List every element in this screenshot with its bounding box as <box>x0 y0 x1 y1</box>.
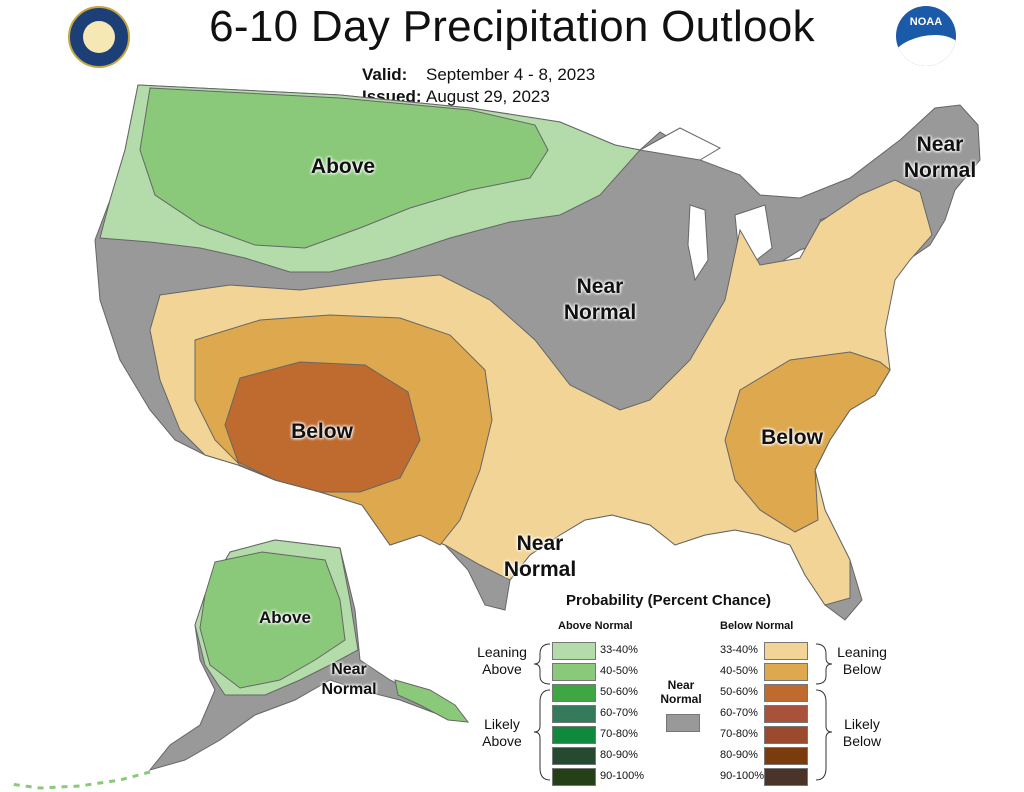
legend-below-swatch <box>764 705 808 723</box>
above-40-50-region <box>139 87 549 249</box>
legend-below-bracket-icon <box>815 643 833 781</box>
legend-below-swatch <box>764 642 808 660</box>
date-block: Valid: September 4 - 8, 2023 Issued: Augus… <box>362 64 595 108</box>
legend-below-range-label: 70-80% <box>720 728 758 740</box>
valid-label: Valid: <box>362 65 408 84</box>
legend-above-swatch <box>552 684 596 702</box>
noaa-logo-icon: NOAA <box>896 6 956 66</box>
legend-below-swatch <box>764 663 808 681</box>
below-50-60-southwest-region <box>224 361 421 493</box>
label-midwest-near-normal: Near Normal <box>563 275 637 324</box>
legend-below-range-label: 33-40% <box>720 644 758 656</box>
legend-title: Probability (Percent Chance) <box>566 592 772 609</box>
legend-below-range-label: 60-70% <box>720 707 758 719</box>
legend-above-range-label: 50-60% <box>600 686 638 698</box>
legend-above-range-label: 33-40% <box>600 644 638 656</box>
valid-dates: September 4 - 8, 2023 <box>426 65 596 84</box>
legend-near-normal-label: Near Normal <box>660 678 702 706</box>
legend-below-range-label: 80-90% <box>720 749 758 761</box>
legend-above-range-label: 60-70% <box>600 707 638 719</box>
legend-above-range-label: 40-50% <box>600 665 638 677</box>
label-north-above: Above <box>310 155 376 178</box>
alaska-above-40-50-region <box>199 551 346 689</box>
legend-below-swatch <box>764 747 808 765</box>
legend-above-header: Above Normal <box>558 620 633 632</box>
legend-likely-above: Likely Above <box>482 716 522 749</box>
label-gulf-near-normal: Near Normal <box>503 532 577 581</box>
label-southeast-below: Below <box>761 426 823 449</box>
legend-below-range-label: 50-60% <box>720 686 758 698</box>
legend-below-range-label: 40-50% <box>720 665 758 677</box>
legend-leaning-below: Leaning Below <box>837 644 887 677</box>
map-title: 6-10 Day Precipitation Outlook <box>209 2 815 51</box>
legend-above-bracket-icon <box>533 643 551 781</box>
noaa-logo-text: NOAA <box>909 16 943 28</box>
legend-above-swatch <box>552 726 596 744</box>
alaska-panhandle <box>394 679 470 723</box>
aleutian-islands <box>9 770 151 790</box>
legend-below-range-label: 90-100% <box>720 770 765 782</box>
legend-likely-below: Likely Below <box>842 716 882 749</box>
legend-above-range-label: 80-90% <box>600 749 638 761</box>
great-lakes <box>638 127 871 282</box>
label-alaska-above: Above <box>259 608 311 627</box>
legend-leaning-above: Leaning Above <box>477 644 527 677</box>
legend-below-swatch <box>764 768 808 786</box>
legend-above-swatch <box>552 663 596 681</box>
below-40-50-southeast-region <box>724 351 891 533</box>
legend-below-swatch <box>764 684 808 702</box>
legend-below-header: Below Normal <box>720 620 794 632</box>
legend-above-swatch <box>552 768 596 786</box>
legend-above-range-label: 90-100% <box>600 770 645 782</box>
label-alaska-near-normal: Near Normal <box>321 661 377 698</box>
legend-above-swatch <box>552 747 596 765</box>
legend-near-normal-swatch <box>666 714 700 732</box>
commerce-seal-icon <box>68 6 130 68</box>
issued-date: August 29, 2023 <box>426 87 550 106</box>
legend-below-swatch <box>764 726 808 744</box>
legend-above-range-label: 70-80% <box>600 728 638 740</box>
legend-above-swatch <box>552 705 596 723</box>
legend-above-swatch <box>552 642 596 660</box>
label-southwest-below: Below <box>291 420 353 443</box>
probability-legend: Probability (Percent Chance) Above Norma… <box>470 592 900 792</box>
label-northeast-near-normal: Near Normal <box>903 133 977 182</box>
